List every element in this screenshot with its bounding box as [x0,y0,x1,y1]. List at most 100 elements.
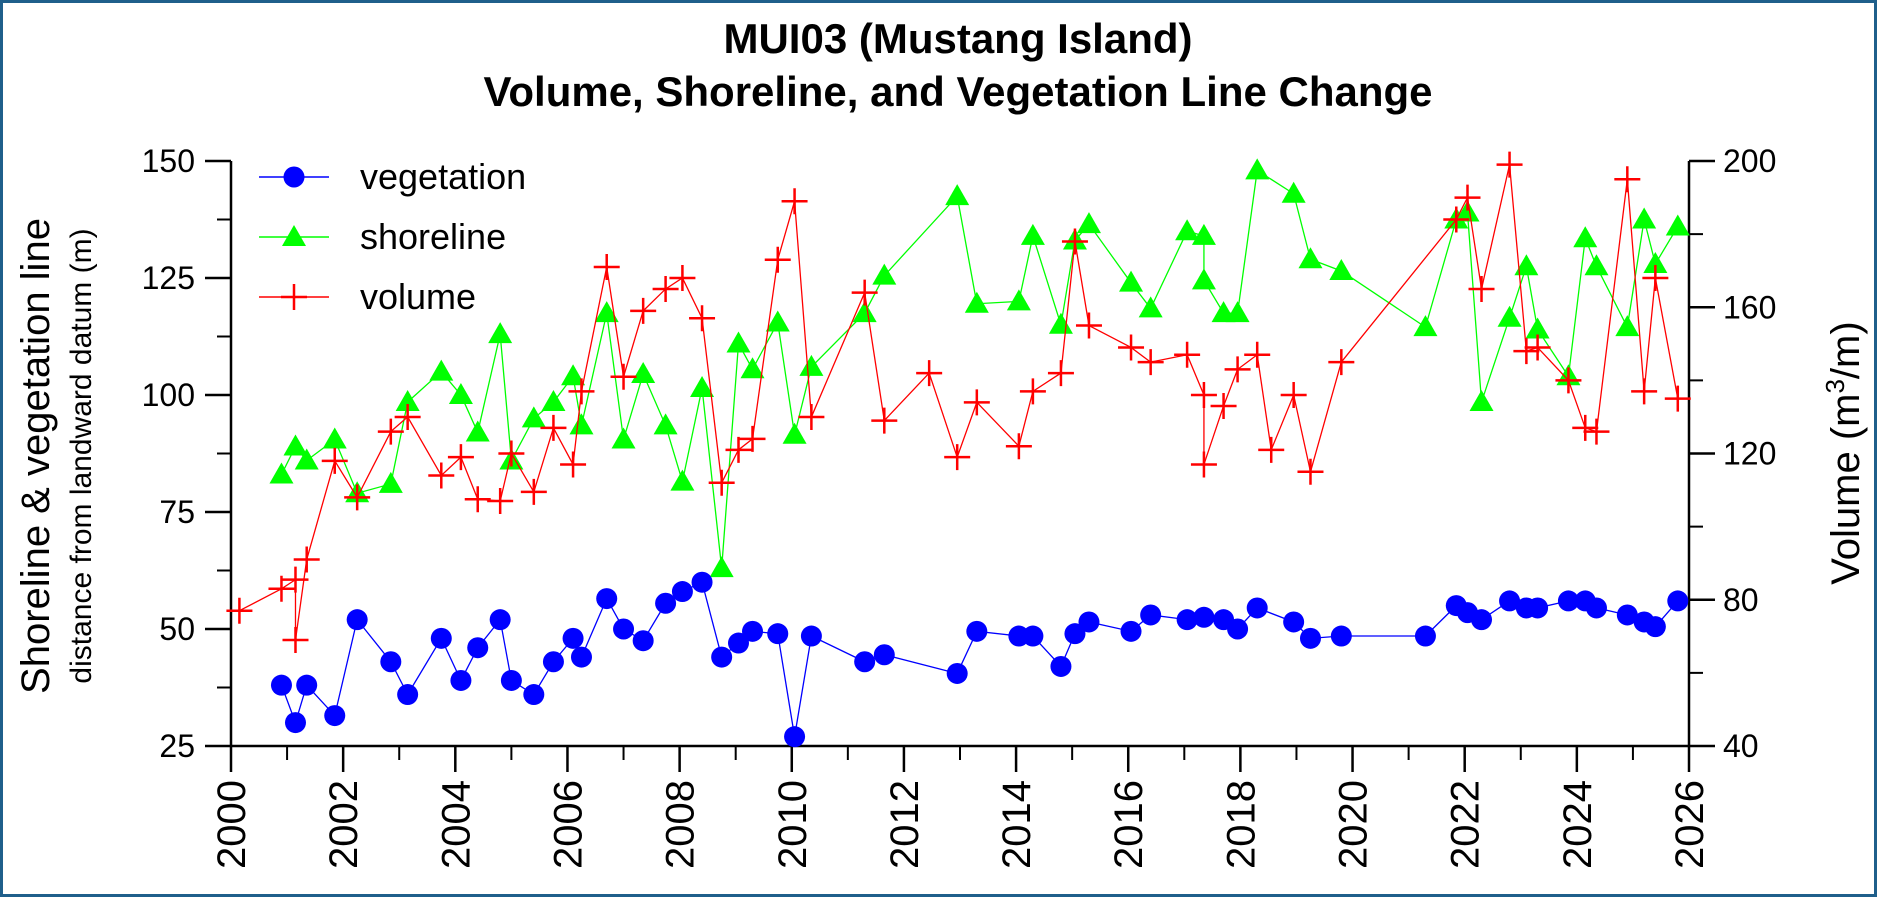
vegetation-point [450,669,472,691]
vegetation-point [1585,597,1607,619]
chart-subtitle: Volume, Shoreline, and Vegetation Line C… [483,68,1432,115]
vegetation-point [489,609,511,631]
x-tick-label: 2014 [995,780,1039,869]
shoreline-point [1298,247,1323,269]
vegetation-point [1176,609,1198,631]
x-tick-label: 2010 [771,780,815,869]
vegetation-point [500,669,522,691]
volume-point [1328,349,1355,376]
volume-point [1614,166,1641,193]
vegetation-point [1667,590,1689,612]
vegetation-point [562,627,584,649]
shoreline-point [1413,315,1438,337]
legend: vegetation shoreline volume [259,156,526,317]
shoreline-point [611,427,636,449]
vegetation-point [632,630,654,652]
volume-point [1244,341,1271,368]
shoreline-point [1191,268,1216,290]
vegetation-point [1330,625,1352,647]
vegetation-point [570,646,592,668]
x-tick-label: 2008 [659,780,703,869]
shoreline-point [322,427,347,449]
shoreline-point [631,361,656,383]
series-volume [226,151,1691,653]
volume-point [669,265,696,291]
volume-point [593,254,620,281]
shoreline-point [594,301,619,323]
legend-marker-vegetation [283,166,305,188]
vegetation-point [346,609,368,631]
y-tick-label: 25 [159,728,195,764]
volume-point [1524,334,1551,361]
vegetation-point [1140,604,1162,626]
y2-tick-label: 80 [1723,582,1759,618]
shoreline-point [1119,270,1144,292]
vegetation-point [1050,655,1072,677]
vegetation-point [1064,623,1086,645]
legend-item-volume: volume [259,276,476,317]
x-tick-label: 2002 [322,780,366,869]
chart-svg: MUI03 (Mustang Island) Volume, Shoreline… [14,15,1868,869]
vegetation-point [1616,604,1638,626]
vegetation-point [324,705,346,727]
volume-point [321,447,348,474]
chart-axes: 25 50 75 100 125 150 40 80 120 160 200 2000 2002 2004… [142,143,1777,869]
vegetation-point [1022,625,1044,647]
vegetation-point [1299,627,1321,649]
shoreline-point [1514,254,1539,276]
volume-point [1061,228,1088,255]
shoreline-point [1020,223,1045,245]
shoreline-point [872,263,897,285]
shoreline-point [1469,390,1494,412]
y-axis-label: Shoreline & vegetation line [14,218,58,694]
y2-label-sup: 3 [1820,379,1850,393]
volume-point [1664,385,1691,412]
volume-point [282,566,309,593]
shoreline-point [964,291,989,313]
vegetation-point [854,651,876,673]
vegetation-point [784,726,806,748]
volume-point [708,469,735,496]
shoreline-point [395,390,420,412]
x-tick-label: 2012 [883,780,927,869]
shoreline-point [1329,258,1354,280]
vegetation-point [523,684,545,706]
volume-point [851,279,878,306]
volume-point [377,418,404,445]
shoreline-point [1191,223,1216,245]
volume-point [428,462,455,489]
volume-point [560,451,587,478]
volume-point [689,305,716,332]
volume-point [1555,367,1582,394]
vegetation-point [727,632,749,654]
vegetation-point [671,581,693,603]
y-axis-sublabel: distance from landward datum (m) [65,228,98,683]
volume-point [464,486,491,513]
vegetation-point [397,684,419,706]
volume-point [1642,265,1669,291]
volume-point [1443,206,1470,233]
volume-point [568,378,595,405]
volume-point [1468,275,1495,302]
volume-point [498,440,525,467]
volume-point [344,484,371,511]
legend-marker-shoreline [282,225,306,246]
vegetation-point [542,651,564,673]
volume-point [610,363,637,390]
vegetation-point [655,592,677,614]
shoreline-point [945,184,970,206]
volume-point [871,407,898,434]
y2-tick-label: 160 [1723,289,1776,325]
shoreline-point [1525,317,1550,339]
vegetation-point [1527,597,1549,619]
vegetation-point [966,620,988,642]
volume-point [1075,312,1102,339]
volume-point [1280,382,1307,408]
vegetation-point [767,623,789,645]
volume-point [1118,334,1145,361]
series-vegetation [270,571,1689,748]
shoreline-point [294,448,319,470]
vegetation-point [1193,606,1215,628]
y-tick-label: 100 [142,377,195,413]
